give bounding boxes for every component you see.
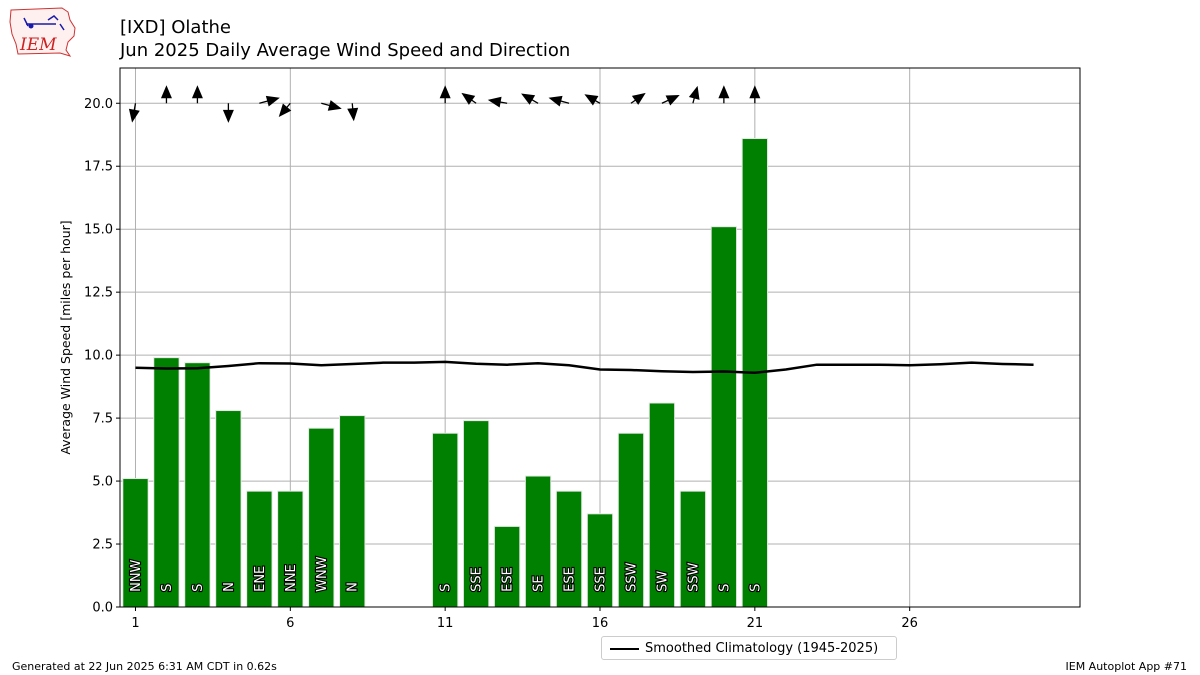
axis-ticks: 0.02.55.07.510.012.515.017.520.01 6 11 16 21… <box>84 97 918 631</box>
direction-label: WNW <box>315 556 330 592</box>
bar <box>679 490 707 608</box>
bar <box>524 475 552 608</box>
bar <box>153 357 180 608</box>
bar <box>462 420 490 608</box>
footer-generated-text: Generated at 22 Jun 2025 6:31 AM CDT in … <box>12 660 277 673</box>
x-tick-label: 6 <box>286 616 294 631</box>
direction-label: SW <box>655 571 670 592</box>
y-tick-label: 7.5 <box>92 412 113 427</box>
direction-arrow-head <box>327 100 342 111</box>
direction-label: N <box>346 582 361 592</box>
direction-label: N <box>222 582 237 592</box>
direction-arrow-head <box>584 94 599 106</box>
direction-arrow-head <box>749 85 761 99</box>
direction-label: S <box>439 584 454 592</box>
direction-arrow-head <box>665 94 680 106</box>
direction-arrow-head <box>347 107 359 122</box>
y-tick-label: 0.0 <box>92 601 113 616</box>
direction-arrow-head <box>439 85 451 99</box>
direction-arrow-head <box>548 95 563 107</box>
y-tick-label: 12.5 <box>84 286 113 301</box>
y-tick-label: 17.5 <box>84 160 113 175</box>
bar <box>617 432 645 608</box>
direction-label: NNE <box>284 564 299 592</box>
legend: Smoothed Climatology (1945-2025) <box>601 636 897 660</box>
bar <box>339 415 366 608</box>
direction-arrow-head <box>278 103 292 118</box>
bar <box>122 478 149 608</box>
direction-label: NNW <box>129 559 144 591</box>
bar <box>710 226 738 608</box>
direction-arrow-head <box>487 96 502 108</box>
bar <box>555 490 583 608</box>
direction-label: ESE <box>501 567 516 592</box>
direction-arrow-head <box>160 85 172 99</box>
bar <box>184 362 211 608</box>
x-tick-label: 21 <box>747 616 764 631</box>
bar <box>431 432 459 608</box>
legend-label-climatology: Smoothed Climatology (1945-2025) <box>645 641 879 656</box>
direction-arrow-head <box>265 95 280 107</box>
climatology-line <box>135 360 1034 375</box>
bar <box>586 513 614 608</box>
direction-label: SSE <box>470 567 485 592</box>
y-tick-label: 20.0 <box>84 97 113 112</box>
y-tick-label: 15.0 <box>84 223 113 238</box>
direction-label: SSW <box>686 562 701 592</box>
direction-arrows <box>128 85 761 123</box>
y-axis-label: Average Wind Speed [miles per hour] <box>58 220 73 454</box>
footer-app-text: IEM Autoplot App #71 <box>1065 660 1188 673</box>
legend-swatch-climatology <box>610 648 639 650</box>
direction-labels: NNW S S N ENE NNE WNW N S SSE ESE SE ESE SSE SSW SW SSW S… <box>128 555 765 593</box>
direction-arrow-head <box>688 85 700 100</box>
direction-arrow-head <box>461 92 476 105</box>
bars <box>122 138 769 608</box>
direction-label: SSW <box>624 562 639 592</box>
x-tick-label: 26 <box>901 616 918 631</box>
chart-subtitle: Jun 2025 Daily Average Wind Speed and Di… <box>120 40 571 61</box>
direction-label: S <box>160 584 175 592</box>
logo-text: IEM <box>19 35 57 55</box>
direction-label: S <box>191 584 206 592</box>
x-tick-label: 16 <box>592 616 609 631</box>
direction-arrow-head <box>222 109 234 123</box>
direction-label: ENE <box>253 566 268 592</box>
x-tick-label: 11 <box>437 616 454 631</box>
direction-label: S <box>748 584 763 592</box>
direction-arrow-head <box>631 92 646 105</box>
direction-arrow-head <box>191 85 203 99</box>
y-tick-label: 10.0 <box>84 349 113 364</box>
y-tick-label: 5.0 <box>92 475 113 490</box>
iowa-state-map-weather-icon: IEM <box>9 7 76 57</box>
direction-label: SE <box>532 575 547 591</box>
direction-arrow-head <box>521 93 536 105</box>
iem-logo: IEM <box>8 6 80 58</box>
direction-arrow-head <box>128 108 140 123</box>
bar <box>493 525 521 608</box>
y-tick-label: 2.5 <box>92 538 113 553</box>
chart-title: [IXD] Olathe <box>120 17 232 38</box>
x-tick-label: 1 <box>131 616 139 631</box>
bar <box>215 410 242 608</box>
climatology-series-line <box>135 360 1034 375</box>
direction-label: S <box>717 584 732 592</box>
direction-label: SSE <box>594 567 609 592</box>
direction-arrow-head <box>718 85 730 99</box>
direction-label: ESE <box>563 567 578 592</box>
